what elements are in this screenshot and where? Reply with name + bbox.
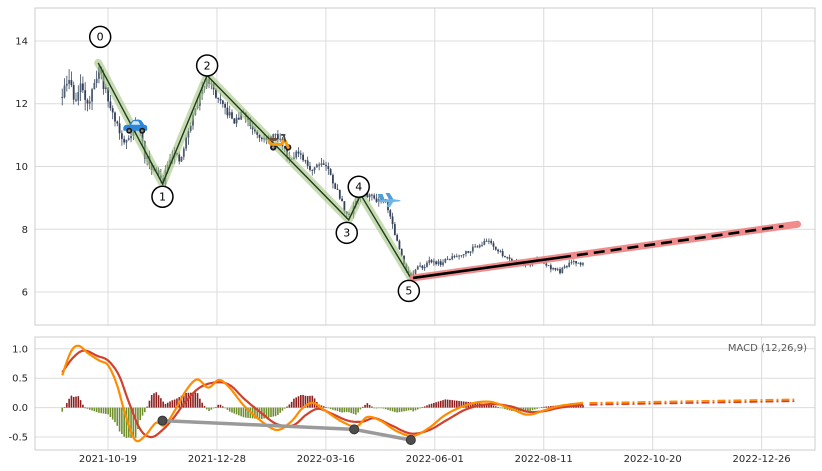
y-tick-label: 10 — [15, 162, 28, 173]
y-tick-label: 14 — [15, 36, 28, 47]
macd-projection — [589, 398, 795, 404]
y-tick-label: 1.0 — [12, 344, 28, 355]
wave-label-4: 4 — [347, 175, 370, 198]
x-tick-label: 2021-12-28 — [188, 454, 246, 465]
wave-label-0: 0 — [88, 25, 112, 49]
x-tick-label: 2022-10-20 — [624, 454, 682, 465]
car-icon — [123, 119, 148, 134]
wave-label-2: 2 — [195, 54, 219, 77]
wave-label-3: 3 — [335, 221, 358, 245]
elliott-wave-line — [97, 62, 412, 279]
y-tick-label: 6 — [22, 288, 28, 299]
macd-label: MACD (12,26,9) — [728, 343, 807, 354]
y-tick-label: 8 — [22, 225, 28, 236]
divergence-dot — [157, 415, 168, 426]
x-tick-label: 2022-08-11 — [515, 454, 573, 465]
y-tick-label: -0.5 — [8, 433, 28, 444]
svg-text:2: 2 — [204, 59, 211, 72]
y-tick-label: 12 — [15, 99, 28, 110]
svg-text:5: 5 — [405, 285, 412, 298]
x-axis-labels: 2021-10-19 2021-12-28 2022-03-16 2022-06-01… — [79, 454, 791, 465]
y-tick-label: 0.5 — [12, 374, 28, 385]
wave-label-1: 1 — [151, 185, 174, 209]
wave-label-5: 5 — [397, 279, 421, 303]
svg-text:4: 4 — [355, 181, 362, 194]
x-tick-label: 2022-03-16 — [297, 454, 355, 465]
svg-text:3: 3 — [343, 227, 350, 240]
x-tick-label: 2021-10-19 — [79, 454, 137, 465]
x-tick-label: 2022-06-01 — [406, 454, 464, 465]
y-tick-label: 0.0 — [12, 403, 28, 414]
scooter-icon — [268, 133, 292, 151]
plane-icon — [376, 192, 401, 207]
svg-text:0: 0 — [97, 31, 104, 44]
signal-projection — [589, 400, 795, 406]
divergence-dot — [349, 424, 360, 435]
divergence-dot — [405, 434, 416, 445]
svg-text:1: 1 — [159, 191, 166, 204]
trend-line-dashed — [559, 224, 784, 259]
x-tick-label: 2022-12-26 — [733, 454, 791, 465]
trend-line-solid — [412, 256, 561, 280]
